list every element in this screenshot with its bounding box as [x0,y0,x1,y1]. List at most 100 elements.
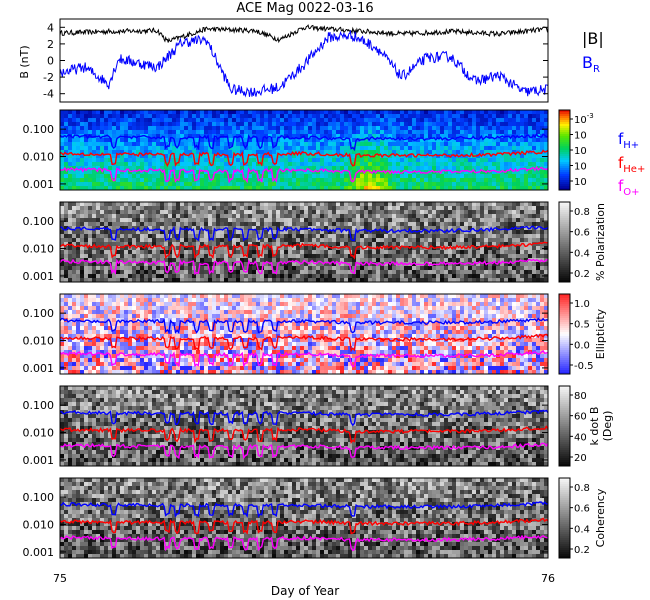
spectrogram-cell [372,130,376,134]
spectrogram-cell [408,218,412,222]
spectrogram-cell [200,270,204,274]
spectrogram-cell [380,266,384,270]
spectrogram-cell [420,270,424,274]
spectrogram-cell [204,270,208,274]
spectrogram-cell [380,214,384,218]
spectrogram-cell [500,242,504,246]
spectrogram-cell [536,182,540,186]
spectrogram-cell [392,186,396,190]
spectrogram-cell [540,122,544,126]
spectrogram-cell [160,270,164,274]
spectrogram-cell [344,126,348,130]
spectrogram-cell [516,230,520,234]
spectrogram-cell [356,254,360,258]
spectrogram-cell [180,266,184,270]
spectrogram-cell [392,134,396,138]
spectrogram-cell [240,202,244,206]
spectrogram-cell [424,158,428,162]
spectrogram-cell [316,158,320,162]
spectrogram-cell [528,274,532,278]
spectrogram-cell [152,174,156,178]
spectrogram-cell [112,158,116,162]
spectrogram-cell [244,142,248,146]
spectrogram-cell [396,246,400,250]
spectrogram-cell [216,238,220,242]
spectrogram-cell [212,114,216,118]
spectrogram-cell [476,270,480,274]
spectrogram-cell [160,182,164,186]
spectrogram-cell [328,178,332,182]
spectrogram-cell [224,258,228,262]
spectrogram-cell [164,170,168,174]
spectrogram-cell [156,130,160,134]
spectrogram-cell [476,262,480,266]
spectrogram-cell [108,138,112,142]
spectrogram-cell [416,266,420,270]
spectrogram-cell [216,174,220,178]
spectrogram-cell [308,150,312,154]
spectrogram-cell [524,186,528,190]
panel-frame [59,109,549,191]
spectrogram-cell [144,274,148,278]
spectrogram-cell [388,134,392,138]
colorbar-step [559,148,570,151]
spectrogram-cell [88,262,92,266]
spectrogram-cell [416,166,420,170]
spectrogram-cell [508,206,512,210]
spectrogram-cell [92,114,96,118]
spectrogram-cell [476,202,480,206]
spectrogram-cell [476,158,480,162]
spectrogram-cell [200,118,204,122]
spectrogram-cell [216,122,220,126]
spectrogram-cell [288,234,292,238]
spectrogram-cell [72,182,76,186]
spectrogram-cell [112,222,116,226]
spectrogram-cell [344,142,348,146]
spectrogram-cell [512,174,516,178]
spectrogram-cell [312,126,316,130]
spectrogram-cell [400,214,404,218]
spectrogram-cell [508,130,512,134]
spectrogram-cell [288,166,292,170]
spectrogram-cell [248,234,252,238]
spectrogram-cell [200,126,204,130]
spectrogram-cell [264,218,268,222]
spectrogram-cell [432,258,436,262]
spectrogram-cell [424,122,428,126]
spectrogram-cell [524,182,528,186]
spectrogram-cell [160,238,164,242]
spectrogram-cell [72,114,76,118]
spectrogram-cell [488,270,492,274]
spectrogram-cell [524,154,528,158]
spectrogram-cell [212,258,216,262]
spectrogram-cell [248,134,252,138]
spectrogram-cell [176,226,180,230]
spectrogram-cell [404,238,408,242]
spectrogram-cell [492,122,496,126]
spectrogram-cell [136,150,140,154]
spectrogram-cell [76,250,80,254]
spectrogram-cell [220,246,224,250]
spectrogram-cell [116,238,120,242]
spectrogram-cell [208,186,212,190]
spectrogram-cell [304,270,308,274]
spectrogram-cell [436,166,440,170]
colorbar: 0.80.60.40.2% Polarization [558,201,607,283]
freq-y-tick-label: 0.100 [23,123,55,136]
spectrogram-cell [396,234,400,238]
spectrogram-cell [368,186,372,190]
spectrogram-cell [144,114,148,118]
spectrogram-cell [316,210,320,214]
spectrogram-cell [304,202,308,206]
spectrogram-cell [168,122,172,126]
spectrogram-cell [476,162,480,166]
spectrogram-cell [264,166,268,170]
spectrogram-cell [188,266,192,270]
spectrogram-cell [448,114,452,118]
spectrogram-cell [424,258,428,262]
spectrogram-cell [200,214,204,218]
spectrogram-cell [88,186,92,190]
spectrogram-cell [380,122,384,126]
spectrogram-cell [496,210,500,214]
spectrogram-cell [264,278,268,282]
